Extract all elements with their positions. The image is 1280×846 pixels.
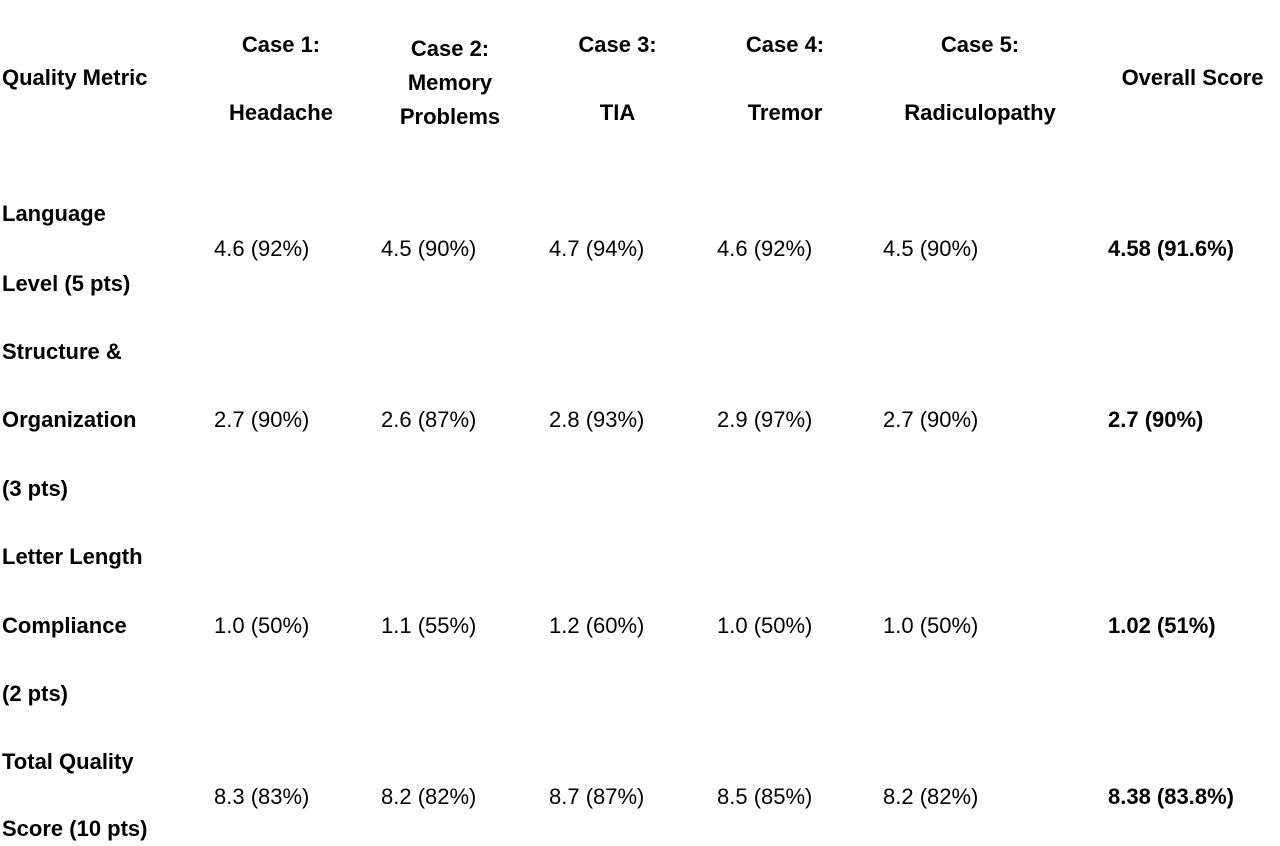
header-overall-score: Overall Score	[1105, 61, 1280, 95]
header-case-3: Case 3: TIA	[540, 28, 695, 130]
row-language-case-3: 4.7 (94%)	[549, 236, 645, 261]
row-structure-case-4: 2.9 (97%)	[717, 407, 813, 432]
header-line: Case 1:	[241, 32, 321, 57]
header-case-1: Case 1: Headache	[200, 28, 362, 130]
header-case-5: Case 5: Radiculopathy	[880, 28, 1080, 130]
header-line: Problems	[399, 104, 501, 129]
row-structure-metric-line-1: Structure &	[2, 339, 122, 364]
row-total-case-3: 8.7 (87%)	[549, 784, 645, 809]
row-total-case-4: 8.5 (85%)	[717, 784, 813, 809]
row-language-metric-line-1: Language	[2, 201, 106, 226]
row-structure-case-1: 2.7 (90%)	[214, 407, 310, 432]
header-line: Case 2:	[410, 36, 490, 61]
header-line: Tremor	[747, 100, 823, 125]
header-quality-metric: Quality Metric	[2, 61, 147, 95]
row-language-metric-line-2: Level (5 pts)	[2, 271, 131, 296]
row-total-case-5: 8.2 (82%)	[883, 784, 979, 809]
row-length-metric-line-3: (2 pts)	[2, 681, 68, 706]
row-total-case-1: 8.3 (83%)	[214, 784, 310, 809]
row-language-case-1: 4.6 (92%)	[214, 236, 310, 261]
row-length-case-3: 1.2 (60%)	[549, 613, 645, 638]
header-line: Overall Score	[1121, 65, 1264, 90]
row-structure-case-2: 2.6 (87%)	[381, 407, 477, 432]
row-length-metric-line-1: Letter Length	[2, 544, 143, 569]
header-line: TIA	[599, 100, 636, 125]
row-total-case-2: 8.2 (82%)	[381, 784, 477, 809]
row-length-case-1: 1.0 (50%)	[214, 613, 310, 638]
row-length-case-4: 1.0 (50%)	[717, 613, 813, 638]
row-structure-overall: 2.7 (90%)	[1108, 407, 1204, 432]
row-language-overall: 4.58 (91.6%)	[1108, 236, 1234, 261]
row-language-case-2: 4.5 (90%)	[381, 236, 477, 261]
header-case-2: Case 2: Memory Problems	[370, 0, 530, 166]
row-total-metric-line-2: Score (10 pts)	[2, 816, 148, 841]
row-total-overall: 8.38 (83.8%)	[1108, 784, 1234, 809]
header-line: Case 5:	[940, 32, 1020, 57]
row-total-metric-line-1: Total Quality	[2, 749, 134, 774]
row-length-case-5: 1.0 (50%)	[883, 613, 979, 638]
row-language-case-5: 4.5 (90%)	[883, 236, 979, 261]
row-language-case-4: 4.6 (92%)	[717, 236, 813, 261]
row-structure-metric-line-2: Organization	[2, 407, 137, 432]
header-line: Memory	[407, 70, 493, 95]
row-structure-case-3: 2.8 (93%)	[549, 407, 645, 432]
header-line: Radiculopathy	[904, 100, 1056, 125]
header-case-4: Case 4: Tremor	[705, 28, 865, 130]
row-structure-metric-line-3: (3 pts)	[2, 476, 68, 501]
row-length-overall: 1.02 (51%)	[1108, 613, 1216, 638]
header-line: Quality Metric	[2, 65, 148, 90]
row-length-metric-line-2: Compliance	[2, 613, 127, 638]
header-line: Case 3:	[578, 32, 657, 57]
header-line: Case 4:	[745, 32, 825, 57]
row-structure-case-5: 2.7 (90%)	[883, 407, 979, 432]
header-line: Headache	[229, 100, 333, 125]
row-length-case-2: 1.1 (55%)	[381, 613, 477, 638]
